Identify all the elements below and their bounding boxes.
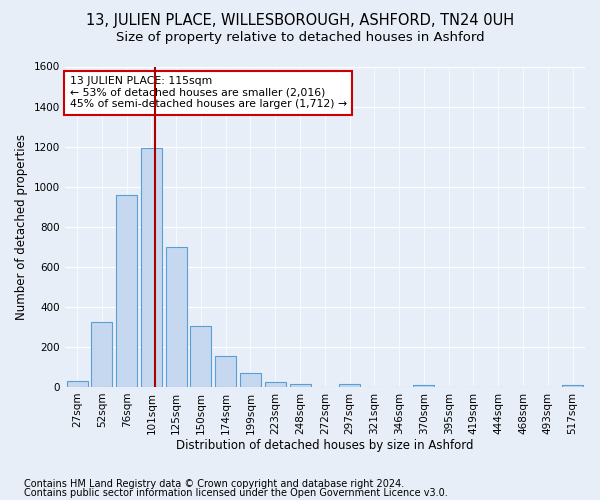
Bar (166, 247, 187, 387)
Y-axis label: Number of detached properties: Number of detached properties (15, 134, 28, 320)
Bar (413, 385, 434, 387)
X-axis label: Distribution of detached houses by size in Ashford: Distribution of detached houses by size … (176, 440, 473, 452)
Bar (141, 148, 162, 387)
Text: 13 JULIEN PLACE: 115sqm
← 53% of detached houses are smaller (2,016)
45% of semi: 13 JULIEN PLACE: 115sqm ← 53% of detache… (70, 76, 347, 110)
Bar (240, 373, 261, 387)
Bar (290, 384, 311, 387)
Bar (215, 356, 236, 387)
Text: 13, JULIEN PLACE, WILLESBOROUGH, ASHFORD, TN24 0UH: 13, JULIEN PLACE, WILLESBOROUGH, ASHFORD… (86, 12, 514, 28)
Bar (339, 384, 360, 387)
Text: Size of property relative to detached houses in Ashford: Size of property relative to detached ho… (116, 31, 484, 44)
Bar (265, 382, 286, 387)
Text: Contains public sector information licensed under the Open Government Licence v3: Contains public sector information licen… (24, 488, 448, 498)
Bar (562, 385, 583, 387)
Bar (91, 322, 112, 387)
Bar (190, 326, 211, 387)
Bar (67, 381, 88, 387)
Bar (116, 194, 137, 387)
Text: Contains HM Land Registry data © Crown copyright and database right 2024.: Contains HM Land Registry data © Crown c… (24, 479, 404, 489)
